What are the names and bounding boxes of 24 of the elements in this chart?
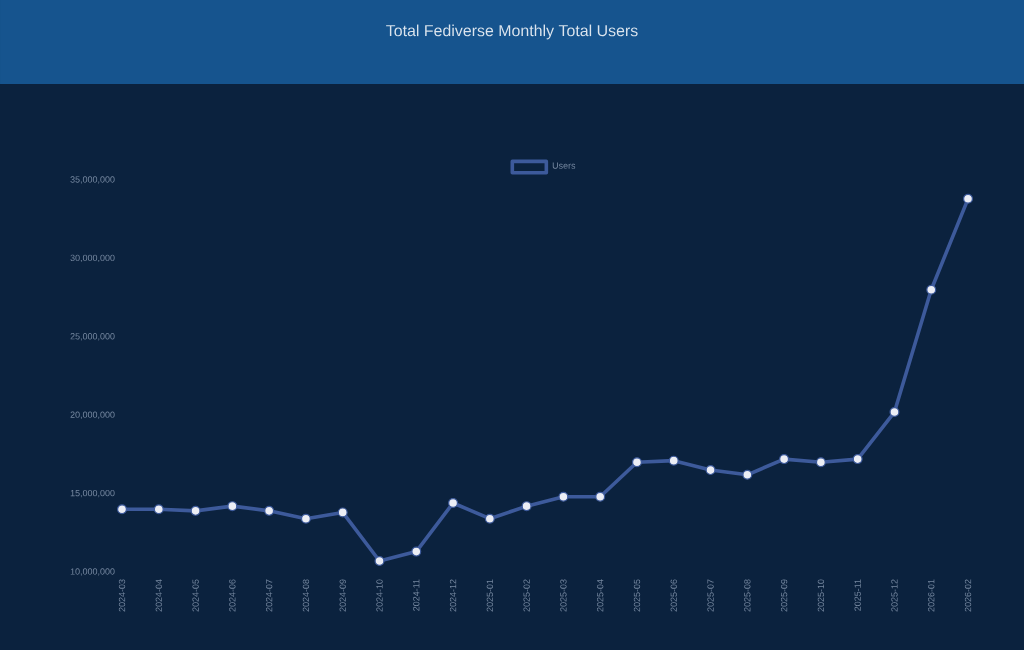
point xyxy=(852,454,863,465)
point xyxy=(484,513,495,524)
point xyxy=(337,507,348,518)
point xyxy=(742,469,753,480)
point xyxy=(595,491,606,502)
point xyxy=(705,465,716,476)
point xyxy=(668,455,679,466)
point xyxy=(521,501,532,512)
point xyxy=(631,457,642,468)
point xyxy=(374,556,385,567)
point xyxy=(926,284,937,295)
point xyxy=(779,454,790,465)
point xyxy=(448,498,459,509)
point xyxy=(300,513,311,524)
point xyxy=(815,457,826,468)
point xyxy=(153,504,164,515)
point xyxy=(190,505,201,516)
point xyxy=(963,193,974,204)
point xyxy=(227,501,238,512)
point xyxy=(411,546,422,557)
point xyxy=(117,504,128,515)
point xyxy=(264,505,275,516)
point xyxy=(889,407,900,418)
point xyxy=(558,491,569,502)
